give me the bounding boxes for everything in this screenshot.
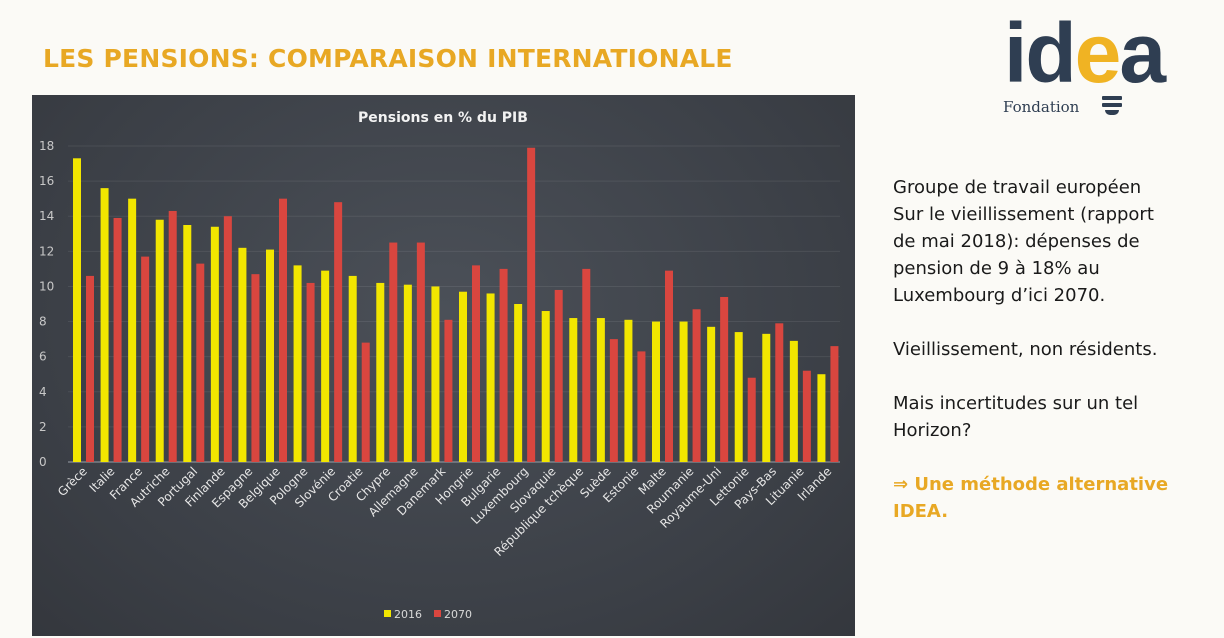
bar-2070 <box>141 256 150 462</box>
bar-2016 <box>431 286 440 462</box>
bar-2070 <box>251 274 260 462</box>
text-line: Mais incertitudes sur un tel <box>893 393 1139 414</box>
bar-2070 <box>444 319 453 462</box>
slide-title: LES PENSIONS: COMPARAISON INTERNATIONALE <box>43 44 733 73</box>
y-tick-label: 16 <box>39 174 54 188</box>
y-tick-label: 0 <box>39 455 47 469</box>
bar-2070 <box>609 339 618 462</box>
paragraph-uncertainty: Mais incertitudes sur un tel Horizon? <box>893 390 1213 444</box>
bar-2016 <box>569 318 578 462</box>
text-line: Groupe de travail européen <box>893 177 1142 198</box>
bar-2016 <box>459 291 467 462</box>
bar-2016 <box>734 332 743 462</box>
pension-chart: Pensions en % du PIB 0 2 4 6 8 10 12 14 16 18 Grèce… <box>32 95 855 636</box>
y-tick-label: 8 <box>39 315 47 329</box>
bar-2070 <box>665 270 673 462</box>
bar-2070 <box>637 351 646 462</box>
bar-2070 <box>113 217 122 462</box>
bar-2016 <box>514 304 523 462</box>
text-line: de mai 2018): dépenses de <box>893 231 1140 252</box>
bar-2016 <box>100 188 109 462</box>
bar-2016 <box>486 293 495 462</box>
bar-2016 <box>541 311 550 462</box>
bar-2016 <box>789 340 798 462</box>
bar-2016 <box>707 326 716 462</box>
bar-2016 <box>238 247 247 462</box>
bar-2016 <box>403 284 412 462</box>
bar-2070 <box>223 216 232 462</box>
bar-2070 <box>279 198 287 462</box>
logo-wordmark: idea <box>1004 6 1166 100</box>
y-tick-label: 4 <box>39 385 47 399</box>
legend-swatch-2016 <box>384 610 391 617</box>
y-tick-label: 10 <box>39 279 54 293</box>
paragraph-report: Groupe de travail européen Sur le vieill… <box>893 174 1213 309</box>
paragraph-alternative: ⇒ Une méthode alternative IDEA. <box>893 471 1213 525</box>
bar-2070 <box>527 147 536 462</box>
bar-2016 <box>652 321 660 462</box>
logo-text-e: e <box>1074 6 1122 100</box>
bar-2070 <box>334 202 343 462</box>
bar-2070 <box>830 346 839 462</box>
bar-2070 <box>306 282 315 462</box>
bar-2016 <box>210 226 219 462</box>
legend-label: 2016 <box>394 608 422 621</box>
legend-swatch-2070 <box>434 610 441 617</box>
bar-2070 <box>747 377 756 462</box>
bar-2016 <box>73 158 81 462</box>
logo-subtitle: Fondation <box>1003 98 1080 116</box>
logo-text-a: a <box>1119 6 1166 100</box>
bar-2016 <box>596 318 605 462</box>
bulb-icon <box>1102 96 1122 118</box>
bar-2070 <box>472 265 480 462</box>
bar-2016 <box>679 321 688 462</box>
bar-2016 <box>128 198 137 462</box>
bar-2070 <box>499 268 508 462</box>
legend-label: 2070 <box>444 608 472 621</box>
text-line: Sur le vieillissement (rapport <box>893 204 1154 225</box>
bar-2070 <box>416 242 425 462</box>
logo-text-id: id <box>1004 6 1077 100</box>
text-line: Luxembourg d’ici 2070. <box>893 285 1106 306</box>
chart-title: Pensions en % du PIB <box>358 110 528 126</box>
y-tick-label: 18 <box>39 139 54 153</box>
bar-2070 <box>802 370 811 462</box>
bar-2070 <box>196 263 205 462</box>
y-tick-label: 14 <box>39 209 54 223</box>
bar-2070 <box>389 242 398 462</box>
bar-2016 <box>762 333 771 462</box>
text-line: pension de 9 à 18% au <box>893 258 1100 279</box>
bar-2070 <box>775 323 784 462</box>
idea-logo: idea Fondation <box>1000 8 1200 128</box>
chart-svg: Pensions en % du PIB 0 2 4 6 8 10 12 14 16 18 Grèce… <box>39 110 840 621</box>
bar-2016 <box>624 319 633 462</box>
y-tick-label: 2 <box>39 420 47 434</box>
y-tick-label: 12 <box>39 244 54 258</box>
x-tick-label: Grèce <box>55 464 90 499</box>
bar-2016 <box>321 270 330 462</box>
text-line: ⇒ Une méthode alternative <box>893 474 1169 495</box>
bar-2070 <box>692 309 701 462</box>
bar-2070 <box>361 342 370 462</box>
bar-2016 <box>266 249 274 462</box>
text-line: IDEA. <box>893 501 949 522</box>
text-line: Horizon? <box>893 420 972 441</box>
y-tick-label: 6 <box>39 350 47 364</box>
bar-2070 <box>86 275 94 462</box>
bar-2070 <box>582 268 591 462</box>
bar-2016 <box>376 282 385 462</box>
bar-2016 <box>817 374 826 462</box>
bar-2070 <box>554 289 563 462</box>
bar-2070 <box>720 296 729 462</box>
bar-2016 <box>155 219 164 462</box>
paragraph-aging: Vieillissement, non résidents. <box>893 339 1158 360</box>
side-text: Groupe de travail européen Sur le vieill… <box>893 174 1213 552</box>
bar-2016 <box>183 225 192 462</box>
bar-2016 <box>348 275 357 462</box>
bar-2070 <box>168 210 177 462</box>
bar-2016 <box>293 265 302 462</box>
